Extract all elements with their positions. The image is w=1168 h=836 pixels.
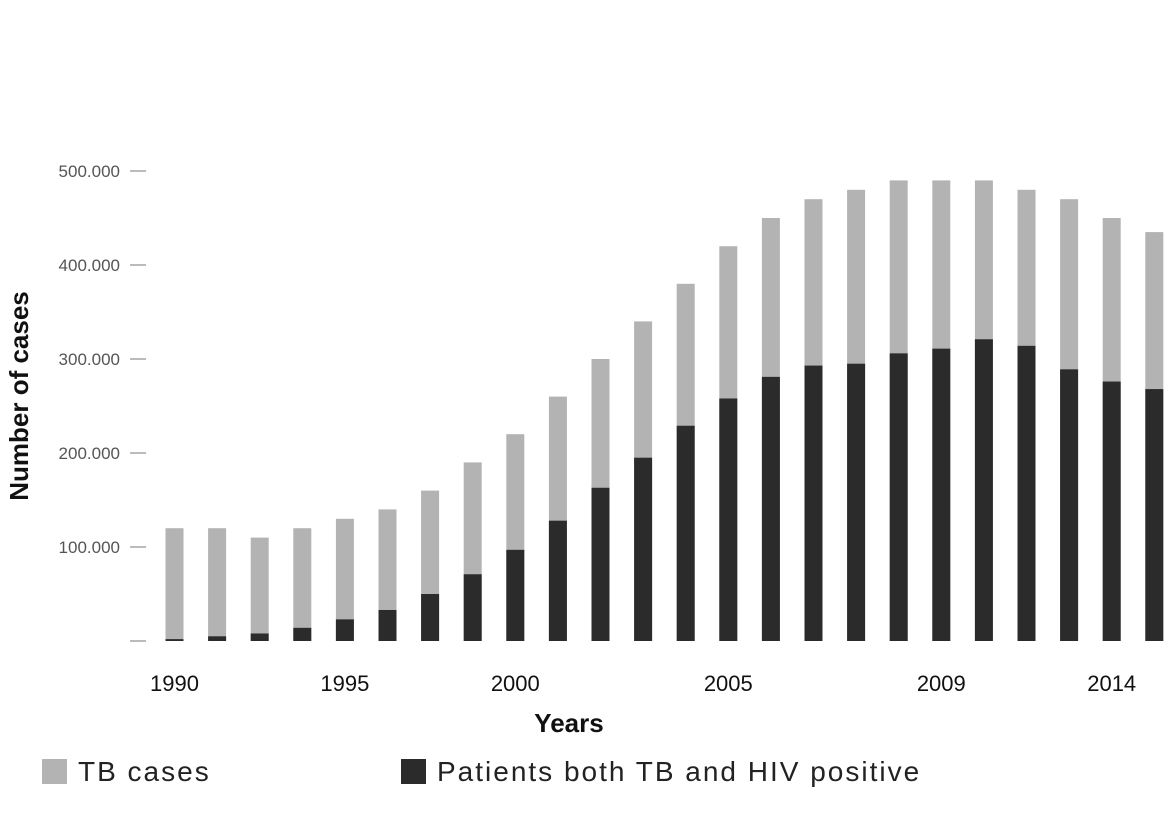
x-tick-label: 2000 <box>491 671 540 696</box>
y-tick-label: 500.000 <box>59 162 120 181</box>
bars <box>165 180 1164 642</box>
bar-tb-cases <box>378 509 397 641</box>
bar-tb-hiv <box>889 353 908 641</box>
legend: TB cases Patients both TB and HIV positiv… <box>42 756 921 787</box>
legend-label: TB cases <box>78 756 211 787</box>
bar-tb-hiv <box>676 425 695 641</box>
x-tick-label: 1995 <box>320 671 369 696</box>
bar-tb-hiv <box>804 365 823 641</box>
bar-tb-hiv <box>293 627 312 641</box>
y-axis-title: Number of cases <box>4 291 34 501</box>
bar-tb-cases <box>165 528 184 641</box>
bar-tb-hiv <box>974 339 993 641</box>
y-tick-label: 100.000 <box>59 538 120 557</box>
bar-tb-hiv <box>932 348 951 641</box>
bar-tb-hiv <box>1145 389 1164 641</box>
x-tick-label: 2009 <box>917 671 966 696</box>
legend-label: Patients both TB and HIV positive <box>437 756 921 787</box>
bar-tb-hiv <box>250 633 269 641</box>
y-tick-label: 400.000 <box>59 256 120 275</box>
bar-tb-hiv <box>634 457 653 641</box>
bar-tb-hiv <box>761 376 780 641</box>
y-tick-label: 200.000 <box>59 444 120 463</box>
legend-swatch <box>42 759 67 784</box>
bar-tb-hiv <box>1060 369 1079 641</box>
x-tick-label: 2014 <box>1087 671 1136 696</box>
bar-tb-hiv <box>421 594 440 641</box>
bar-tb-cases <box>335 518 354 641</box>
bar-tb-cases <box>250 537 269 641</box>
bar-tb-hiv <box>847 363 866 641</box>
y-axis: 100.000 200.000 300.000 400.000 500.000 <box>59 162 146 642</box>
bar-tb-hiv <box>165 639 184 641</box>
bar-tb-hiv <box>719 398 738 641</box>
bar-tb-hiv <box>591 487 610 641</box>
legend-swatch <box>401 759 426 784</box>
x-tick-label: 1990 <box>150 671 199 696</box>
x-tick-label: 2005 <box>704 671 753 696</box>
bar-tb-cases <box>293 528 312 641</box>
bar-tb-cases <box>208 528 227 641</box>
bar-tb-hiv <box>548 520 567 641</box>
bar-tb-hiv <box>335 619 354 641</box>
bar-tb-hiv <box>506 549 525 641</box>
bar-tb-hiv <box>378 609 397 641</box>
bar-tb-hiv <box>1102 381 1121 641</box>
y-tick-label: 300.000 <box>59 350 120 369</box>
x-axis-title: Years <box>534 708 603 738</box>
bar-tb-hiv <box>208 636 227 641</box>
x-axis: 1990 1995 2000 2005 2009 2014 <box>150 671 1136 696</box>
bar-tb-hiv <box>1017 345 1036 641</box>
bar-tb-hiv <box>463 574 482 641</box>
